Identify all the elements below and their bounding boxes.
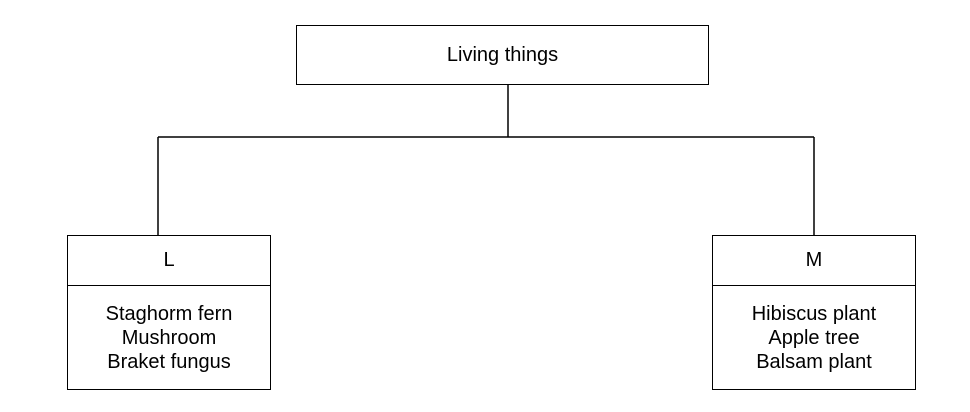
group-m-label: M (805, 249, 823, 271)
group-l-item: Braket fungus (107, 350, 231, 373)
group-m-item: Balsam plant (756, 350, 872, 373)
group-m-item: Hibiscus plant (751, 302, 877, 325)
group-l-header: L (68, 236, 270, 286)
group-l-item: Mushroom (121, 326, 217, 349)
group-l-item: Staghorm fern (105, 302, 233, 325)
group-node-l: L Staghorm fern Mushroom Braket fungus (67, 235, 271, 390)
group-l-item-list: Staghorm fern Mushroom Braket fungus (68, 286, 270, 389)
group-l-label: L (163, 249, 175, 271)
group-m-item: Apple tree (768, 326, 860, 349)
root-node-living-things: Living things (296, 25, 709, 85)
group-m-header: M (713, 236, 915, 286)
group-m-item-list: Hibiscus plant Apple tree Balsam plant (713, 286, 915, 389)
group-node-m: M Hibiscus plant Apple tree Balsam plant (712, 235, 916, 390)
root-node-label: Living things (446, 43, 559, 66)
